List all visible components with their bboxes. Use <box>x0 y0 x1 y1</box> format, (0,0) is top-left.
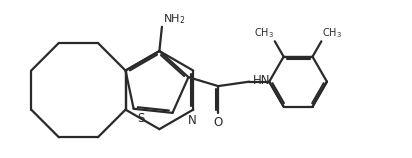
Text: O: O <box>213 116 223 129</box>
Text: CH$_3$: CH$_3$ <box>254 26 274 40</box>
Text: HN: HN <box>253 74 270 87</box>
Text: N: N <box>188 114 197 127</box>
Text: NH$_2$: NH$_2$ <box>163 12 185 26</box>
Text: CH$_3$: CH$_3$ <box>323 26 342 40</box>
Text: S: S <box>137 112 144 125</box>
